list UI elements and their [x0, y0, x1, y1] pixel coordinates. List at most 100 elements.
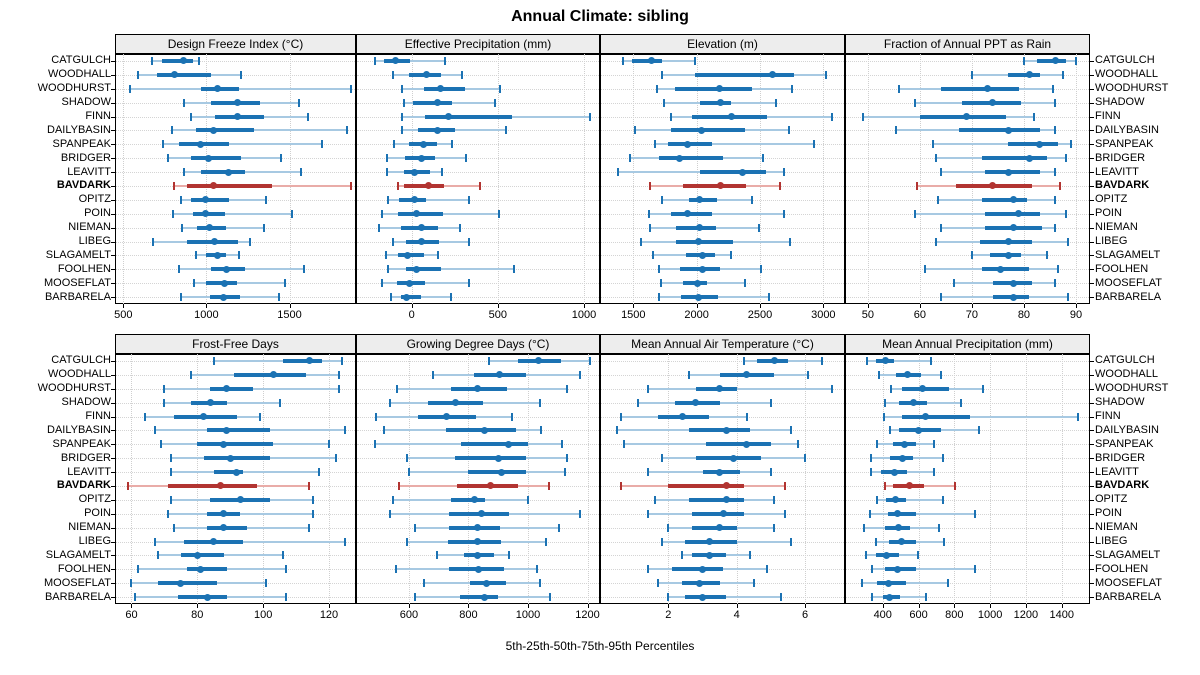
whisker-cap — [387, 195, 390, 204]
y-axis-tick — [111, 60, 115, 62]
whisker-cap — [874, 537, 877, 546]
median-dot — [882, 551, 890, 559]
site-label-right: WOODHALL — [1095, 368, 1158, 381]
gridline-vertical — [468, 354, 470, 604]
iqr-bar — [203, 456, 270, 461]
site-label-right: NIEMAN — [1095, 221, 1138, 234]
y-axis-tick — [1090, 130, 1094, 132]
y-axis-tick — [111, 485, 115, 487]
whisker-cap — [212, 356, 215, 365]
site-label-right: POIN — [1095, 507, 1122, 520]
gridline-vertical — [527, 354, 529, 604]
y-axis-tick — [1090, 583, 1094, 585]
x-axis-tick — [805, 604, 807, 608]
whisker-cap — [549, 593, 552, 602]
strip-fraction-ppt-rain: Fraction of Annual PPT as Rain — [845, 34, 1090, 54]
whisker-line — [193, 282, 286, 285]
whisker-cap — [745, 412, 748, 421]
strip-growing-degree-days: Growing Degree Days (°C) — [356, 334, 600, 354]
whisker-cap — [869, 509, 872, 518]
whisker-cap — [589, 112, 591, 121]
iqr-bar — [197, 442, 274, 447]
whisker-cap — [749, 551, 752, 560]
median-dot — [202, 210, 210, 218]
y-axis-tick — [111, 269, 115, 271]
row-guideline — [357, 241, 599, 243]
whisker-cap — [153, 426, 156, 435]
x-axis-tick — [131, 604, 133, 608]
iqr-bar — [692, 525, 737, 530]
gridline-vertical — [329, 354, 330, 604]
median-dot — [494, 454, 502, 462]
median-dot — [727, 113, 735, 120]
median-dot — [722, 482, 730, 490]
median-dot — [424, 182, 432, 190]
whisker-cap — [660, 195, 663, 204]
iqr-bar — [468, 470, 527, 475]
gridline-vertical — [971, 54, 973, 304]
whisker-line — [870, 512, 975, 515]
whisker-cap — [1054, 98, 1057, 107]
x-axis-tick — [759, 304, 761, 308]
median-dot — [695, 293, 703, 301]
row-guideline — [846, 583, 1089, 585]
whisker-cap — [535, 565, 538, 574]
y-axis-tick — [111, 185, 115, 187]
whisker-cap — [302, 265, 305, 274]
x-tick-label: 500 — [114, 309, 133, 321]
x-axis-tick — [918, 604, 920, 608]
whisker-cap — [939, 293, 942, 302]
site-label-right: LEAVITT — [1095, 465, 1139, 478]
whisker-cap — [634, 126, 637, 135]
whisker-cap — [661, 70, 664, 79]
iqr-bar — [459, 595, 499, 600]
row-guideline — [846, 485, 1089, 487]
y-axis-tick — [111, 74, 115, 76]
site-label-left: POIN — [84, 207, 111, 220]
median-dot — [1015, 210, 1023, 218]
whisker-line — [877, 498, 943, 501]
whisker-cap — [1061, 70, 1064, 79]
whisker-line — [932, 143, 1071, 146]
whisker-cap — [882, 412, 885, 421]
iqr-bar — [982, 197, 1027, 202]
whisker-cap — [751, 195, 754, 204]
whisker-cap — [941, 495, 944, 504]
x-tick-label: 1000 — [515, 609, 541, 621]
gridline-vertical — [696, 54, 698, 304]
median-dot — [200, 413, 208, 420]
median-dot — [699, 593, 706, 601]
gridline-vertical — [736, 354, 738, 604]
whisker-cap — [821, 356, 824, 365]
x-axis-tick — [696, 304, 698, 308]
whisker-cap — [311, 509, 314, 518]
iqr-bar — [888, 511, 916, 516]
panel-fraction-ppt-rain — [845, 54, 1090, 304]
median-dot — [220, 440, 228, 448]
whisker-line — [129, 87, 351, 90]
iqr-bar — [705, 442, 771, 447]
y-axis-tick — [111, 555, 115, 557]
median-dot — [729, 454, 737, 462]
median-dot — [210, 538, 218, 545]
median-dot — [1004, 168, 1012, 176]
median-dot — [437, 85, 445, 93]
median-dot — [891, 496, 899, 504]
median-dot — [213, 85, 221, 93]
strip-frost-free-days: Frost-Free Days — [115, 334, 356, 354]
whisker-cap — [636, 398, 639, 407]
y-axis-tick — [1090, 158, 1094, 160]
strip-mean-annual-air-temperature: Mean Annual Air Temperature (°C) — [600, 334, 845, 354]
whisker-cap — [285, 565, 288, 574]
median-dot — [676, 154, 684, 162]
whisker-cap — [431, 370, 434, 379]
median-dot — [698, 126, 706, 134]
whisker-cap — [393, 140, 396, 149]
y-axis-tick — [1090, 416, 1094, 418]
whisker-cap — [249, 237, 252, 246]
y-axis-tick — [1090, 541, 1094, 543]
gridline-vertical — [823, 54, 825, 304]
whisker-cap — [743, 279, 746, 288]
whisker-line — [866, 359, 932, 362]
strip-mean-annual-precipitation: Mean Annual Precipitation (mm) — [845, 334, 1090, 354]
